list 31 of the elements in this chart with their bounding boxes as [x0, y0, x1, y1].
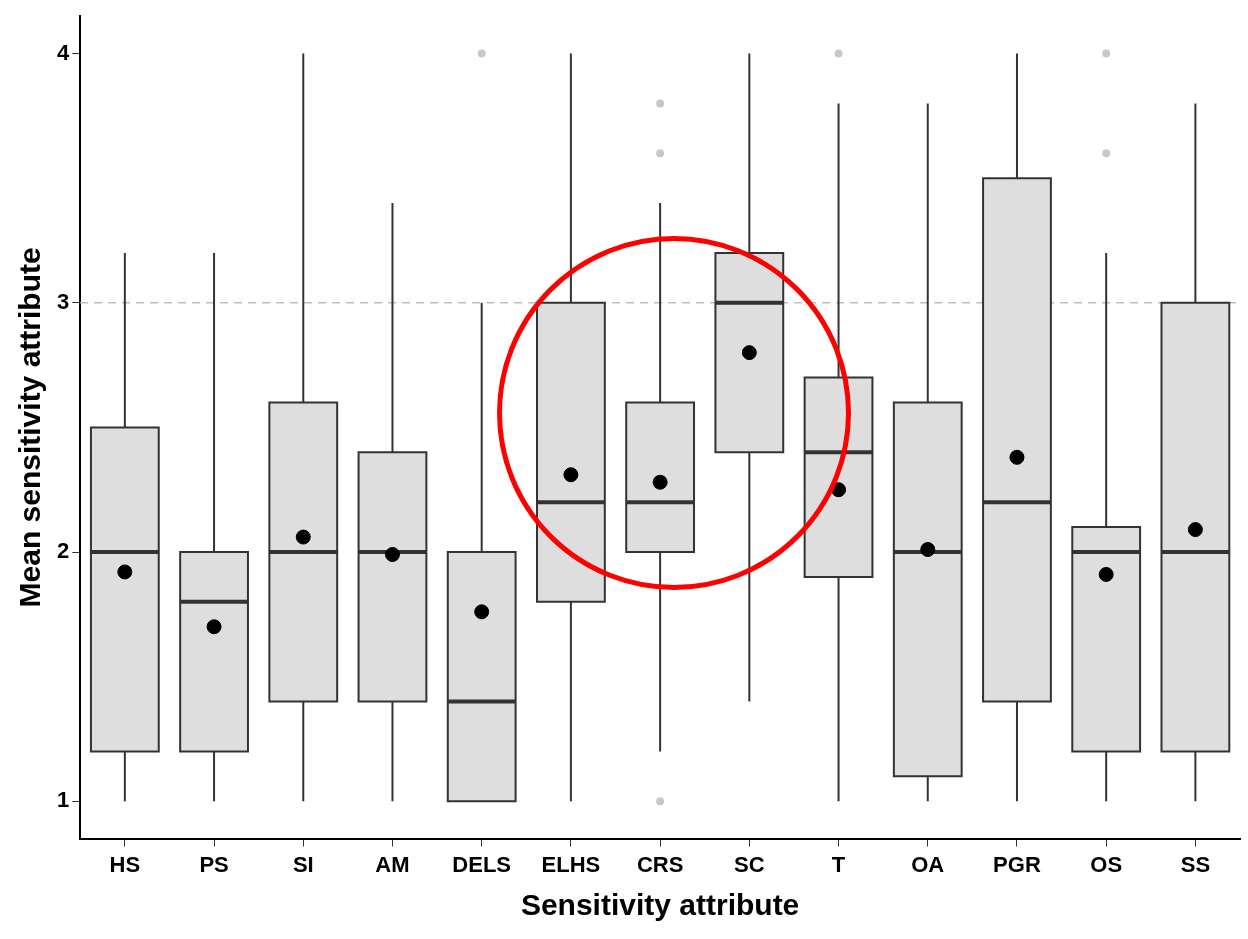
y-tick-label: 3: [56, 288, 70, 314]
point: [741, 345, 757, 361]
point: [1009, 449, 1025, 465]
point: [920, 542, 936, 558]
point: [563, 467, 579, 483]
point: [1187, 522, 1203, 538]
point: [384, 547, 400, 562]
x-tick-label: PGR: [993, 851, 1041, 877]
y-tick-label: 2: [56, 538, 70, 564]
x-tick-label: OS: [1090, 851, 1123, 877]
x-tick-label: SI: [292, 851, 314, 877]
y-axis-title: Mean sensitivity attribute: [13, 247, 47, 608]
x-tick-label: SS: [1180, 851, 1211, 877]
x-tick-label: OA: [911, 851, 945, 877]
point: [474, 604, 490, 620]
point: [117, 564, 133, 580]
point: [206, 619, 222, 635]
point: [295, 529, 311, 545]
x-axis-title: Sensitivity attribute: [520, 888, 800, 922]
y-tick-label: 4: [56, 39, 70, 65]
x-tick-label: HS: [109, 851, 141, 877]
y-tick-label: 1: [56, 787, 70, 813]
x-tick-label: T: [831, 851, 846, 877]
x-tick-label: AM: [375, 851, 410, 877]
x-tick-label: DELS: [452, 851, 512, 877]
x-tick-label: PS: [199, 851, 229, 877]
point: [652, 474, 668, 490]
x-tick-label: ELHS: [541, 851, 601, 877]
x-tick-label: SC: [734, 851, 765, 877]
x-tick-label: CRS: [636, 851, 684, 877]
point: [1098, 566, 1114, 582]
